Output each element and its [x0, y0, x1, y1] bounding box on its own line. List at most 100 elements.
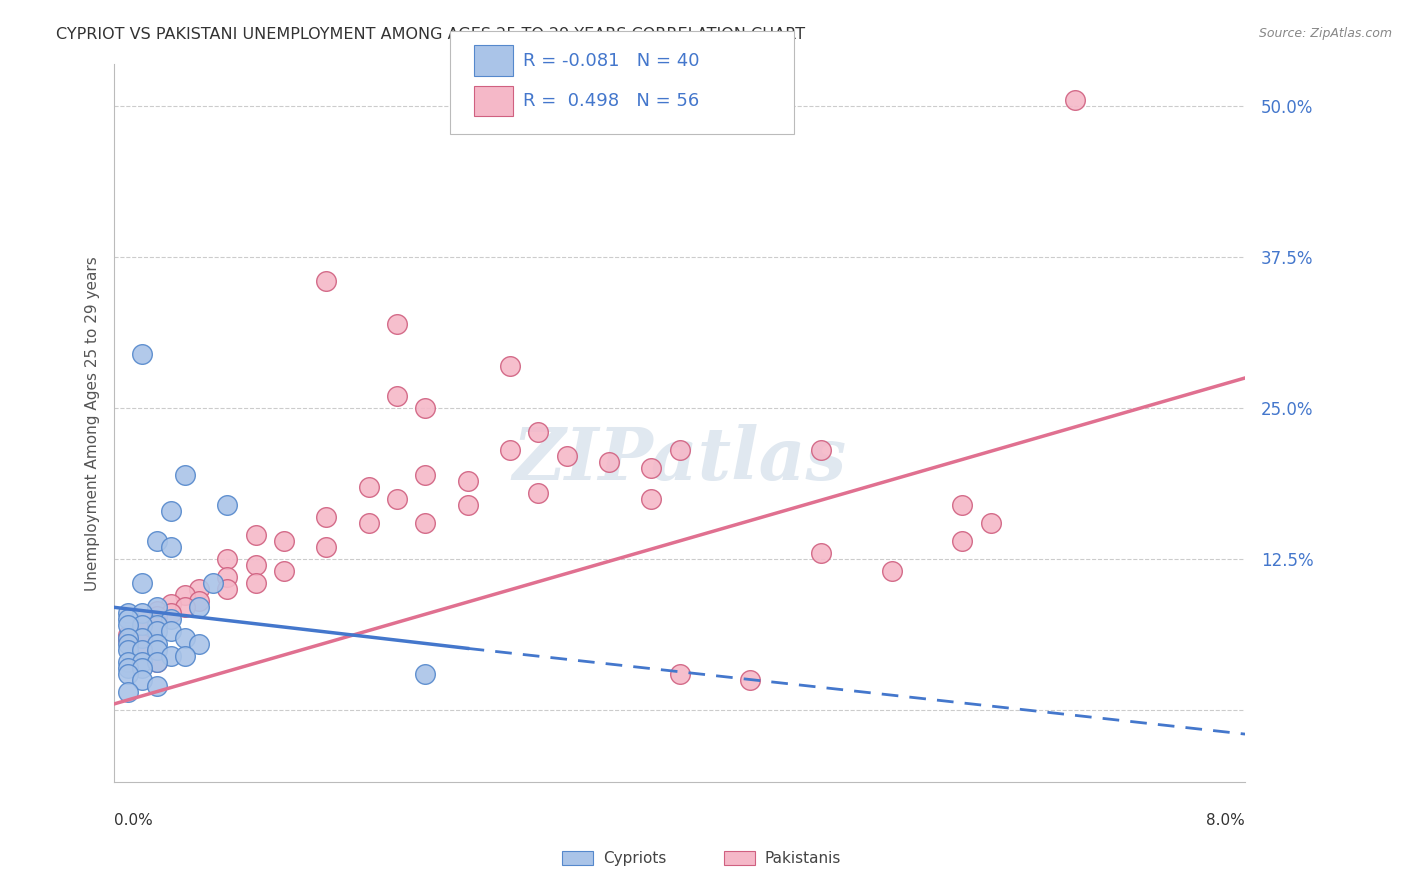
Point — [131, 347, 153, 361]
Point — [131, 642, 153, 657]
Point — [131, 673, 153, 687]
Point — [188, 600, 211, 615]
Point — [159, 607, 181, 621]
Text: R =  0.498   N = 56: R = 0.498 N = 56 — [523, 92, 699, 110]
Point — [131, 631, 153, 645]
Point — [357, 516, 380, 530]
Point — [145, 624, 167, 639]
Point — [159, 612, 181, 626]
Point — [131, 576, 153, 591]
Point — [159, 624, 181, 639]
Point — [640, 491, 662, 506]
Point — [499, 443, 522, 458]
Point — [145, 655, 167, 669]
Point — [117, 661, 139, 675]
Point — [357, 480, 380, 494]
Point — [117, 666, 139, 681]
Point — [131, 661, 153, 675]
Point — [145, 642, 167, 657]
Point — [145, 600, 167, 615]
Point — [145, 618, 167, 632]
Point — [217, 570, 239, 584]
Point — [413, 467, 436, 482]
Point — [273, 533, 295, 548]
Point — [315, 274, 337, 288]
Point — [385, 317, 408, 331]
Point — [188, 582, 211, 597]
Point — [131, 655, 153, 669]
Point — [188, 594, 211, 608]
Point — [173, 467, 195, 482]
Text: R = -0.081   N = 40: R = -0.081 N = 40 — [523, 52, 700, 70]
Point — [668, 666, 690, 681]
Point — [131, 618, 153, 632]
Point — [950, 498, 973, 512]
Point — [145, 679, 167, 693]
Point — [668, 443, 690, 458]
Point — [159, 540, 181, 554]
Point — [117, 631, 139, 645]
Point — [117, 628, 139, 642]
Point — [117, 685, 139, 699]
Point — [145, 533, 167, 548]
Point — [117, 618, 139, 632]
Point — [159, 597, 181, 611]
Text: 0.0%: 0.0% — [114, 813, 153, 828]
Point — [245, 558, 267, 572]
Point — [145, 615, 167, 630]
Point — [245, 576, 267, 591]
Point — [273, 564, 295, 578]
Point — [145, 636, 167, 650]
Point — [131, 631, 153, 645]
Point — [640, 461, 662, 475]
Point — [117, 607, 139, 621]
Point — [740, 673, 762, 687]
Y-axis label: Unemployment Among Ages 25 to 29 years: Unemployment Among Ages 25 to 29 years — [86, 256, 100, 591]
Point — [117, 636, 139, 650]
Point — [413, 401, 436, 416]
Point — [131, 624, 153, 639]
Point — [527, 425, 550, 440]
Point — [1064, 93, 1087, 107]
Point — [117, 632, 139, 647]
Point — [159, 504, 181, 518]
Point — [117, 612, 139, 626]
Point — [810, 443, 832, 458]
Point — [315, 509, 337, 524]
Point — [159, 648, 181, 663]
Point — [117, 642, 139, 657]
Point — [131, 618, 153, 632]
Point — [245, 528, 267, 542]
Point — [173, 631, 195, 645]
Point — [527, 485, 550, 500]
Point — [131, 607, 153, 621]
Point — [980, 516, 1002, 530]
Point — [598, 455, 620, 469]
Text: Pakistanis: Pakistanis — [765, 851, 841, 865]
Point — [315, 540, 337, 554]
Point — [217, 582, 239, 597]
Point — [385, 491, 408, 506]
Text: 8.0%: 8.0% — [1206, 813, 1246, 828]
Point — [145, 655, 167, 669]
Point — [131, 612, 153, 626]
Point — [950, 533, 973, 548]
Point — [457, 498, 479, 512]
Point — [145, 604, 167, 618]
Point — [555, 450, 578, 464]
Point — [880, 564, 903, 578]
Point — [117, 655, 139, 669]
Point — [385, 389, 408, 403]
Point — [202, 576, 225, 591]
Text: Cypriots: Cypriots — [603, 851, 666, 865]
Point — [145, 608, 167, 623]
Text: CYPRIOT VS PAKISTANI UNEMPLOYMENT AMONG AGES 25 TO 29 YEARS CORRELATION CHART: CYPRIOT VS PAKISTANI UNEMPLOYMENT AMONG … — [56, 27, 806, 42]
Point — [413, 666, 436, 681]
Point — [173, 648, 195, 663]
Point — [131, 636, 153, 650]
Point — [499, 359, 522, 373]
Point — [413, 516, 436, 530]
Text: Source: ZipAtlas.com: Source: ZipAtlas.com — [1258, 27, 1392, 40]
Point — [173, 588, 195, 602]
Text: ZIPatlas: ZIPatlas — [513, 424, 846, 495]
